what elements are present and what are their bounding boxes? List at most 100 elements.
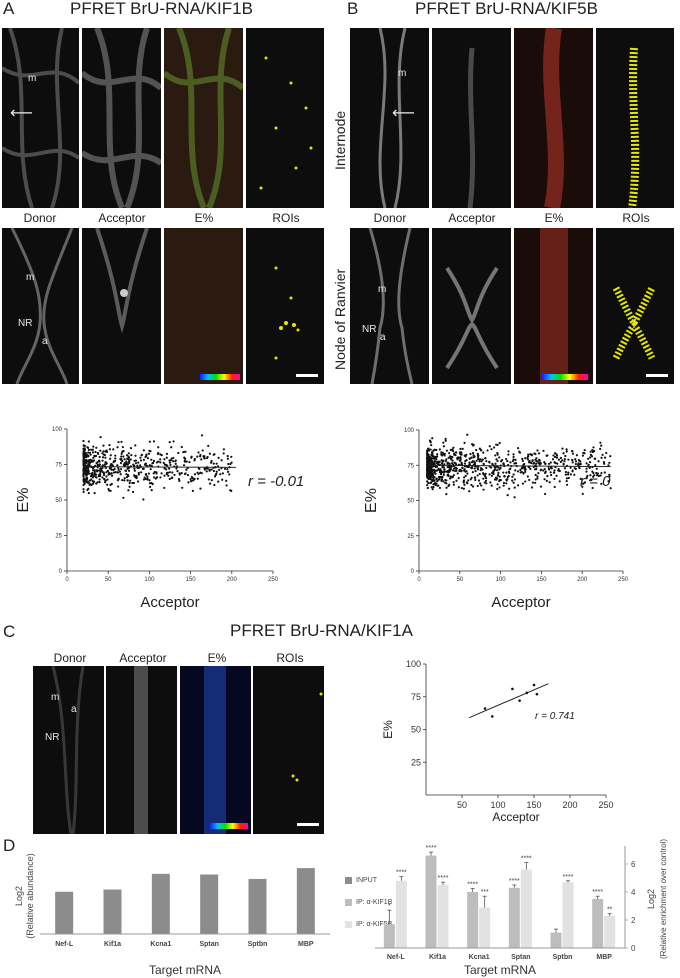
data-point [456,472,459,475]
data-point [429,468,432,471]
data-point [430,451,434,454]
data-point [472,456,475,459]
data-point [116,464,119,467]
data-point [551,458,555,461]
data-point [521,459,524,462]
data-point [602,460,606,464]
data-point [445,479,448,482]
data-point [100,467,103,470]
data-point [174,462,177,466]
bar-mbp-s0 [592,899,604,948]
data-point [435,477,438,480]
data-point [125,454,129,457]
data-point [499,466,502,470]
data-point [92,480,96,483]
data-point [599,474,602,477]
data-point [114,454,117,457]
data-point [472,443,475,446]
bar-nef-l-s1 [395,880,407,948]
data-point [466,433,469,436]
data-point [155,472,158,475]
data-point [454,453,457,457]
data-point [170,457,173,460]
data-point [467,479,470,482]
data-point [485,460,488,463]
data-point [442,445,445,448]
data-point [530,454,533,457]
data-point [183,460,186,463]
bar-kcna1-s0 [467,892,479,948]
data-point [159,461,162,464]
data-point [82,439,85,443]
data-point [512,473,515,476]
data-point [86,455,90,458]
data-point [432,449,435,452]
data-point [165,452,169,456]
data-point [217,480,220,483]
data-point [516,470,520,473]
data-point [532,462,535,465]
data-point [91,482,95,485]
data-point [498,456,501,459]
data-point [507,453,510,456]
data-point [458,457,462,460]
micrograph-a-efret-internode [164,28,243,208]
data-point [220,459,223,462]
data-point [496,474,499,477]
data-point [98,481,101,484]
data-point [594,464,597,467]
data-point [436,480,439,483]
data-point [205,470,208,473]
data-point [485,477,488,480]
data-point [105,471,108,474]
row-label-node: Node of Ranvier [332,268,348,370]
data-point [569,466,572,469]
data-point [92,445,95,448]
data-point [553,471,556,474]
data-point [428,439,432,442]
trend-line [83,466,236,468]
column-label-acceptor-c: Acceptor [119,651,167,665]
data-point [183,472,187,476]
data-point [227,470,230,473]
data-point [524,470,527,474]
data-point [142,449,145,452]
data-point [426,472,429,475]
data-point [571,469,574,472]
category-label: Nef-L [55,941,74,948]
data-point [87,448,91,452]
data-point [577,458,580,462]
data-point [607,480,610,483]
data-point [526,458,529,461]
data-point [571,459,574,462]
data-point [102,450,105,453]
category-label: MBP [596,954,612,961]
data-point [132,490,135,494]
data-point [496,451,499,455]
data-point [215,462,218,465]
data-point [440,451,443,454]
data-point [104,456,107,459]
data-point [119,473,122,476]
data-point [478,472,481,476]
data-point [117,468,120,471]
data-point [476,467,479,470]
data-point [534,452,537,456]
data-point [603,471,606,474]
data-point [159,476,162,479]
data-point [123,479,126,482]
data-point [496,487,499,491]
data-point [564,473,567,476]
y-tick-label: 2 [631,916,636,925]
data-point [553,469,556,472]
data-point [127,466,130,470]
colorbar [542,374,588,380]
data-point [581,492,584,495]
data-point [157,446,160,449]
data-point [562,462,565,465]
micrograph-b-acceptor-internode [432,28,511,208]
data-point [456,457,459,460]
data-point [549,471,552,474]
significance-label: **** [426,845,437,852]
ylabel-d-right-line2: (Relative enrichment over control) [659,839,668,959]
